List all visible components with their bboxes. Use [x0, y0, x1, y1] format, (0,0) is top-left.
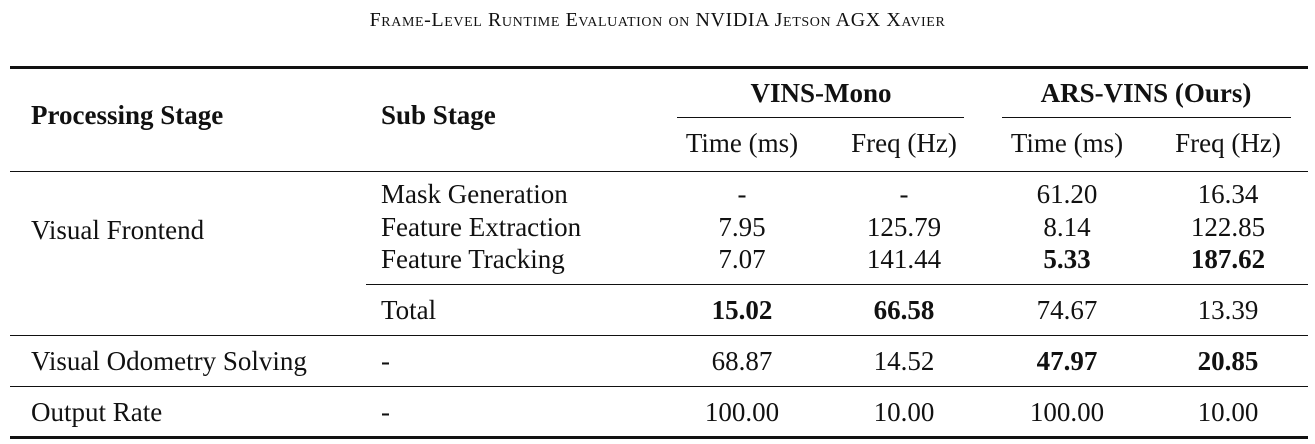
header-vm-freq: Freq (Hz): [851, 128, 957, 158]
sub-total: Total: [381, 295, 437, 325]
cell-vm-freq: 141.44: [866, 244, 942, 274]
frontend-rule: [10, 335, 1308, 337]
header-ars-time: Time (ms): [1010, 128, 1124, 158]
header-ars-freq: Freq (Hz): [1175, 128, 1281, 158]
cell-vm-freq: 14.52: [873, 346, 935, 376]
cell-ars-freq: 10.00: [1197, 397, 1259, 427]
header-rule: [10, 171, 1308, 173]
ars-vins-underline: [1002, 117, 1291, 119]
cell-ars-freq-best: 187.62: [1190, 244, 1266, 274]
sub-feature-extraction: Feature Extraction: [381, 212, 582, 242]
cell-vm-time-best: 15.02: [711, 295, 773, 325]
cell-ars-time: 100.00: [1029, 397, 1105, 427]
bottom-rule: [10, 436, 1308, 439]
cell-vm-freq-best: 66.58: [873, 295, 935, 325]
cell-vm-freq: 10.00: [873, 397, 935, 427]
cell-vm-freq: 125.79: [866, 212, 942, 242]
table-caption: Frame-Level Runtime Evaluation on NVIDIA…: [369, 9, 946, 31]
cell-vm-time: -: [737, 179, 747, 209]
total-rule: [366, 284, 1308, 286]
sub-dash: -: [381, 346, 390, 376]
cell-ars-freq: 13.39: [1197, 295, 1259, 325]
stage-visual-frontend: Visual Frontend: [31, 215, 205, 245]
header-vm-time: Time (ms): [685, 128, 799, 158]
cell-ars-time: 61.20: [1036, 179, 1098, 209]
odometry-rule: [10, 386, 1308, 388]
sub-dash: -: [381, 397, 390, 427]
stage-visual-odometry-solving: Visual Odometry Solving: [31, 346, 307, 376]
cell-ars-freq-best: 20.85: [1197, 346, 1259, 376]
cell-ars-freq: 122.85: [1190, 212, 1266, 242]
cell-vm-time: 100.00: [704, 397, 780, 427]
header-sub-stage: Sub Stage: [381, 100, 496, 130]
cell-vm-time: 7.07: [718, 244, 766, 274]
cell-ars-time-best: 5.33: [1043, 244, 1091, 274]
header-vins-mono: VINS-Mono: [750, 78, 892, 108]
stage-output-rate: Output Rate: [31, 397, 163, 427]
cell-ars-time: 8.14: [1043, 212, 1091, 242]
vins-mono-underline: [677, 117, 964, 119]
top-rule: [10, 66, 1308, 69]
header-processing-stage: Processing Stage: [31, 100, 224, 130]
cell-vm-time: 68.87: [711, 346, 773, 376]
cell-ars-freq: 16.34: [1197, 179, 1259, 209]
cell-vm-time: 7.95: [718, 212, 766, 242]
cell-ars-time-best: 47.97: [1036, 346, 1098, 376]
cell-vm-freq: -: [899, 179, 909, 209]
sub-feature-tracking: Feature Tracking: [381, 244, 565, 274]
cell-ars-time: 74.67: [1036, 295, 1098, 325]
sub-mask-generation: Mask Generation: [381, 179, 568, 209]
header-ars-vins: ARS-VINS (Ours): [1040, 78, 1252, 108]
